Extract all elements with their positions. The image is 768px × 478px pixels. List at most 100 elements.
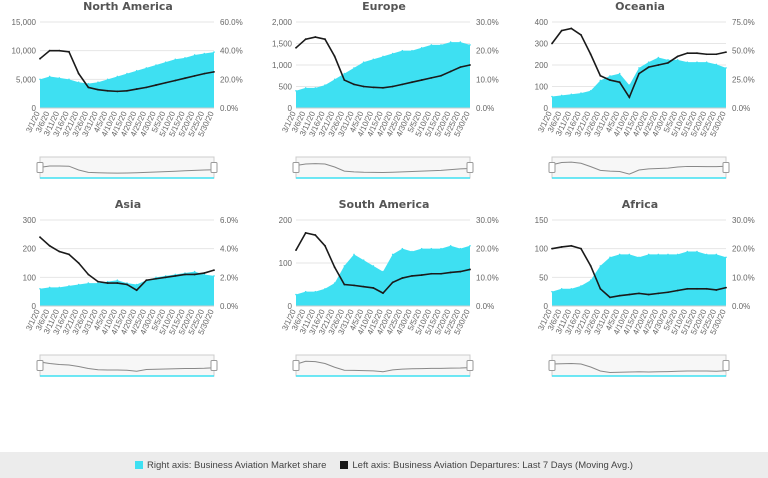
right-tick-label: 0.0% — [476, 104, 494, 113]
share-point — [401, 247, 404, 250]
right-tick-label: 20.0% — [476, 245, 499, 254]
share-point — [77, 81, 80, 83]
share-point — [580, 92, 582, 94]
departures-point — [87, 273, 90, 276]
departures-point — [193, 273, 196, 276]
right-tick-label: 0.0% — [732, 104, 750, 113]
share-point — [203, 273, 206, 276]
navigator-handle-right[interactable] — [722, 360, 730, 371]
left-tick-label: 300 — [23, 216, 37, 225]
departures-point — [440, 272, 442, 275]
departures-point — [145, 86, 148, 89]
share-point — [193, 54, 196, 56]
share-point — [135, 69, 138, 72]
departures-point — [638, 72, 640, 75]
left-tick-label: 150 — [535, 216, 549, 225]
departures-point — [126, 283, 128, 286]
share-point — [174, 58, 177, 61]
departures-point — [97, 88, 99, 91]
departures-point — [164, 276, 167, 279]
chart-title: South America — [338, 198, 430, 211]
share-point — [164, 275, 167, 277]
legend-item-share[interactable]: Right axis: Business Aviation Market sha… — [135, 460, 326, 471]
departures-point — [449, 271, 452, 274]
navigator-handle-right[interactable] — [210, 360, 218, 371]
departures-point — [87, 86, 90, 89]
departures-point — [589, 53, 592, 56]
departures-point — [647, 66, 650, 69]
share-point — [459, 41, 462, 43]
share-point — [696, 61, 698, 63]
departures-point — [696, 52, 698, 55]
navigator-handle-left[interactable] — [36, 162, 44, 173]
departures-point — [686, 287, 689, 290]
legend-label-share: Right axis: Business Aviation Market sha… — [147, 459, 327, 471]
departures-point — [135, 289, 138, 292]
share-point — [570, 93, 573, 96]
right-tick-label: 0.0% — [220, 104, 238, 113]
navigator-handle-left[interactable] — [292, 162, 300, 173]
departures-point — [48, 49, 51, 52]
share-point — [725, 256, 727, 259]
left-tick-label: 0 — [288, 302, 293, 311]
chart-svg: 15010050030.0%20.0%10.0%0.0%3/1/203/6/20… — [535, 216, 755, 377]
departures-point — [401, 277, 404, 279]
departures-point — [106, 89, 109, 92]
left-tick-label: 50 — [539, 273, 548, 282]
left-tick-label: 10,000 — [12, 47, 37, 56]
chart-title: Africa — [621, 198, 659, 211]
departures-point — [295, 249, 297, 251]
right-tick-label: 75.0% — [732, 18, 755, 27]
departures-point — [391, 281, 394, 284]
share-point — [213, 275, 215, 277]
departures-point — [382, 86, 384, 89]
departures-point — [609, 296, 611, 299]
right-tick-label: 30.0% — [732, 216, 755, 225]
departures-point — [420, 274, 423, 276]
departures-point — [411, 81, 413, 84]
navigator-handle-left[interactable] — [548, 162, 556, 173]
departures-point — [599, 74, 602, 77]
departures-point — [314, 234, 317, 236]
share-point — [440, 44, 442, 46]
navigator-handle-right[interactable] — [722, 162, 730, 173]
legend-label-departures: Left axis: Business Aviation Departures:… — [352, 459, 633, 471]
share-point — [343, 72, 346, 75]
legend-item-departures[interactable]: Left axis: Business Aviation Departures:… — [340, 460, 633, 471]
chart-panel: Africa 150 100 50 0 30.0% 20.0% 10.0% 0.0% 3/1/20… — [512, 198, 768, 388]
share-point — [372, 58, 375, 61]
navigator-handle-right[interactable] — [466, 162, 474, 173]
navigator-series — [295, 360, 471, 373]
departures-point — [155, 277, 157, 280]
chart-title: North America — [83, 0, 173, 13]
share-point — [657, 56, 660, 59]
navigator-handle-right[interactable] — [210, 162, 218, 173]
departures-point — [430, 272, 433, 275]
share-point — [58, 77, 61, 79]
share-point — [324, 84, 326, 86]
left-tick-label: 200 — [535, 61, 549, 70]
navigator-series — [551, 161, 727, 175]
departures-point — [725, 286, 727, 289]
chart-svg: 2,0001,5001,000500030.0%20.0%10.0%0.0%3/… — [272, 18, 499, 179]
navigator-handle-left[interactable] — [292, 360, 300, 371]
share-point — [647, 61, 650, 63]
share-point — [39, 288, 41, 290]
navigator-series — [295, 163, 471, 173]
departures-point — [174, 79, 177, 82]
chart-title: Oceania — [615, 0, 665, 13]
departures-point — [97, 280, 99, 283]
share-point — [135, 283, 138, 286]
departures-point — [213, 269, 215, 272]
navigator-handle-left[interactable] — [36, 360, 44, 371]
departures-point — [628, 293, 631, 296]
share-point — [126, 282, 128, 284]
departures-point — [145, 279, 148, 282]
departures-point — [324, 38, 326, 41]
right-tick-label: 10.0% — [732, 273, 755, 282]
departures-point — [420, 79, 423, 81]
share-point — [686, 250, 689, 253]
departures-point — [203, 72, 206, 75]
navigator-handle-left[interactable] — [548, 360, 556, 371]
navigator-handle-right[interactable] — [466, 360, 474, 371]
